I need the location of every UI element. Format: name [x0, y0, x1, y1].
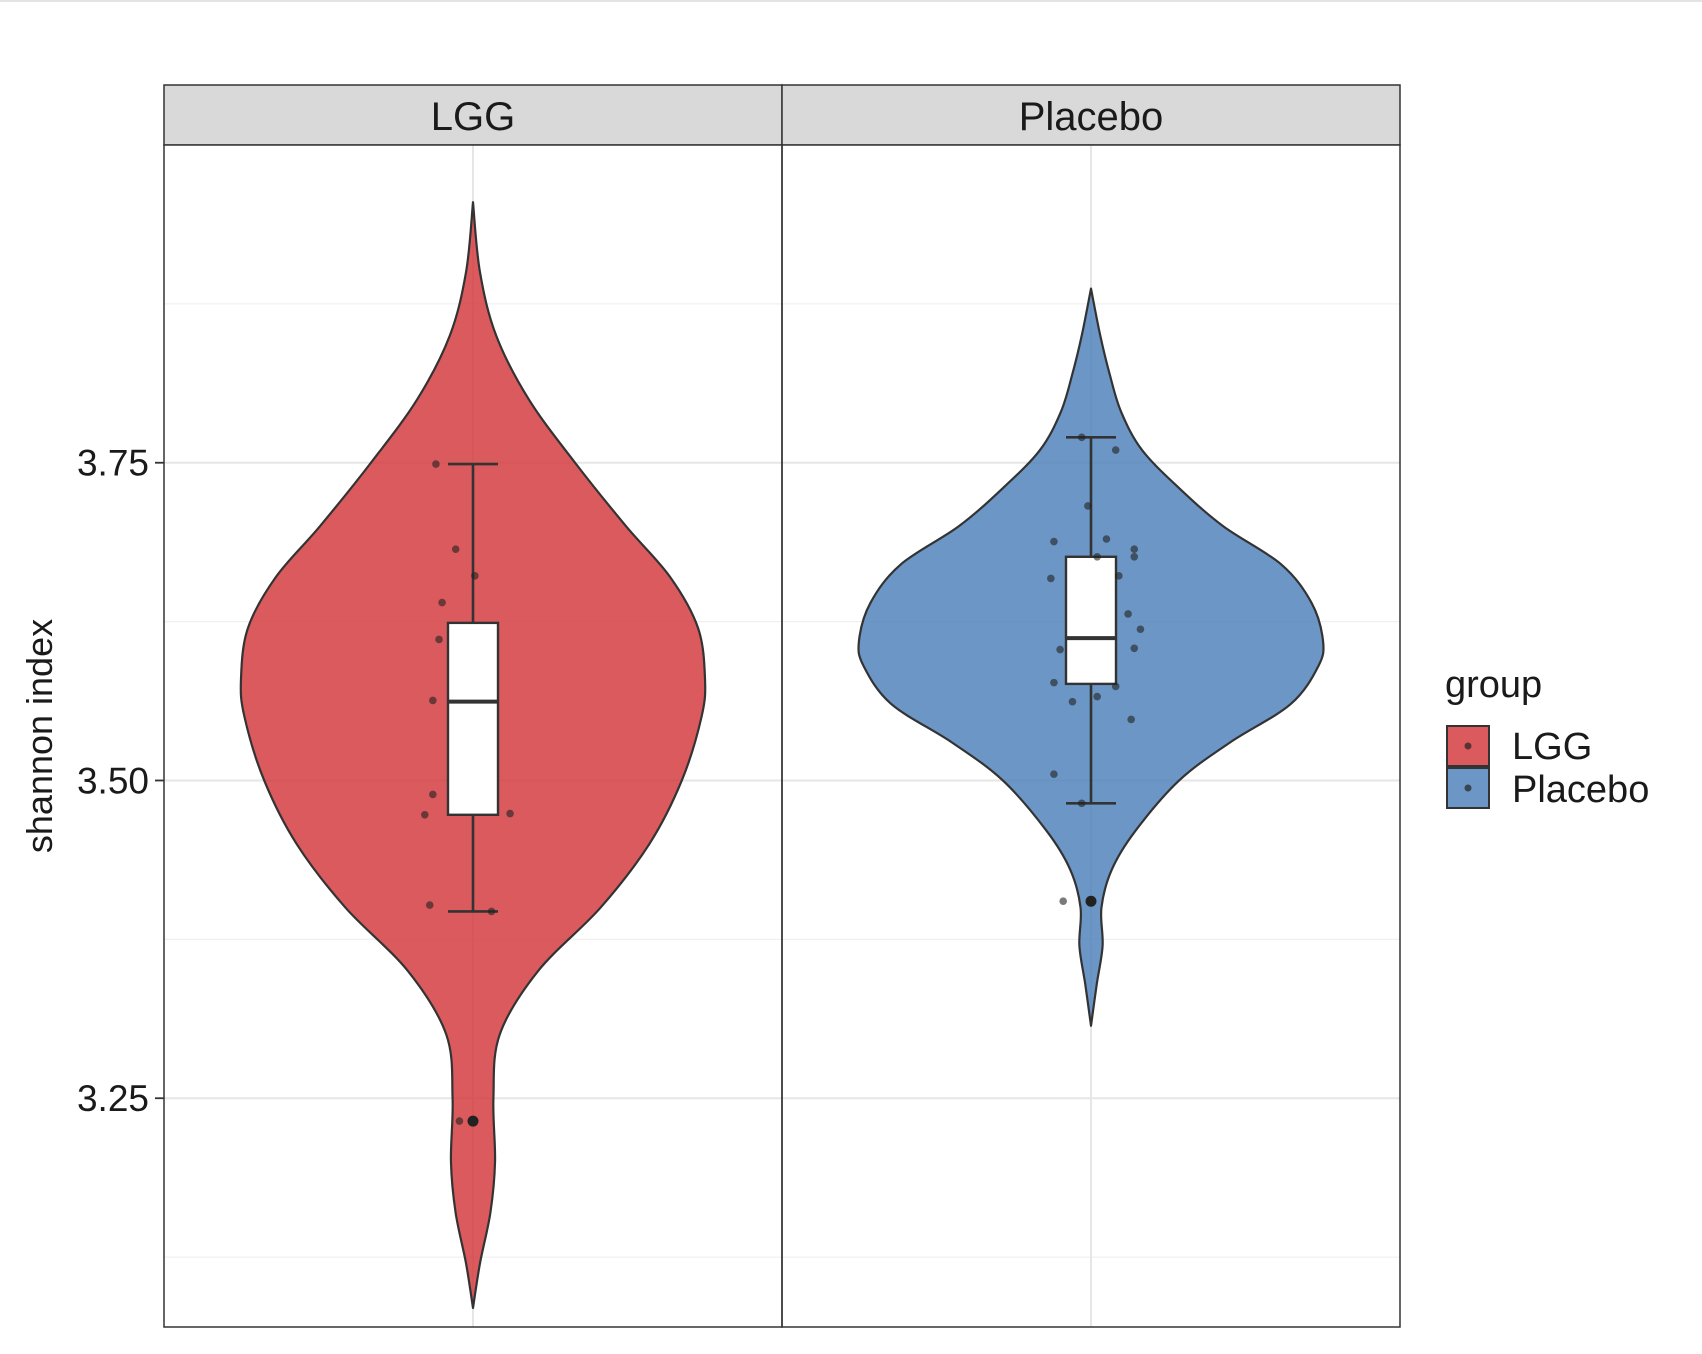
jitter-point-placebo — [1047, 574, 1055, 583]
jitter-point-lgg — [420, 811, 429, 819]
jitter-point-placebo — [1130, 545, 1139, 553]
jitter-point-lgg — [429, 790, 437, 799]
jitter-point-placebo — [1102, 535, 1111, 543]
jitter-point-placebo — [1050, 537, 1058, 546]
jitter-point-placebo — [1093, 692, 1101, 701]
jitter-point-placebo — [1093, 552, 1101, 561]
jitter-point-placebo — [1127, 715, 1135, 724]
strip-placebo — [781, 84, 1401, 146]
panel-placebo-border — [781, 144, 1401, 1328]
y-tick-label: 3.50 — [77, 760, 149, 801]
jitter-point-placebo — [1130, 644, 1139, 653]
strip-lgg — [163, 84, 783, 146]
jitter-point-lgg — [451, 545, 460, 553]
legend-key-placebo-point — [1464, 784, 1472, 792]
y-tick-label: 3.75 — [77, 443, 149, 484]
jitter-point-lgg — [455, 1117, 464, 1125]
jitter-point-placebo — [1136, 625, 1145, 634]
jitter-point-placebo — [1115, 572, 1123, 580]
y-axis: 3.25 3.50 3.75 — [77, 443, 164, 1119]
jitter-point-lgg — [506, 809, 514, 818]
jitter-point-placebo — [1130, 552, 1139, 561]
legend-key-lgg-point — [1464, 742, 1472, 750]
jitter-point-placebo — [1111, 446, 1120, 454]
jitter-point-lgg — [435, 635, 443, 644]
jitter-point-placebo — [1087, 897, 1095, 906]
jitter-point-placebo — [1111, 682, 1120, 691]
legend-title: group — [1445, 664, 1542, 706]
jitter-point-placebo — [1050, 678, 1058, 687]
jitter-points — [420, 433, 1145, 1127]
y-tick-label: 3.25 — [77, 1078, 149, 1119]
jitter-point-lgg — [429, 696, 437, 705]
jitter-point-lgg — [487, 907, 496, 916]
legend-label-lgg: LGG — [1512, 726, 1592, 768]
jitter-point-placebo — [1077, 799, 1086, 808]
box-lgg — [446, 621, 500, 816]
outlier-point-lgg — [467, 1115, 479, 1127]
jitter-point-placebo — [1050, 770, 1058, 778]
jitter-point-placebo — [1084, 502, 1092, 510]
jitter-point-lgg — [425, 901, 434, 909]
jitter-point-lgg — [438, 598, 446, 607]
jitter-point-placebo — [1068, 697, 1077, 706]
jitter-point-placebo — [1059, 897, 1067, 906]
jitter-point-lgg — [471, 572, 479, 580]
boxplots — [446, 436, 1118, 913]
jitter-point-placebo — [1077, 433, 1086, 442]
y-axis-label: shannon index — [19, 619, 60, 853]
legend-key-lgg — [1446, 725, 1490, 767]
jitter-point-placebo — [1124, 610, 1132, 618]
strip-label-placebo: Placebo — [1019, 95, 1164, 139]
legend: group LGG Placebo — [1445, 664, 1649, 811]
legend-label-placebo: Placebo — [1512, 769, 1649, 811]
jitter-point-lgg — [432, 460, 440, 468]
jitter-point-placebo — [1056, 645, 1064, 654]
box-placebo — [1064, 555, 1118, 686]
top-border — [0, 0, 1702, 2]
strip-label-lgg: LGG — [431, 95, 515, 139]
